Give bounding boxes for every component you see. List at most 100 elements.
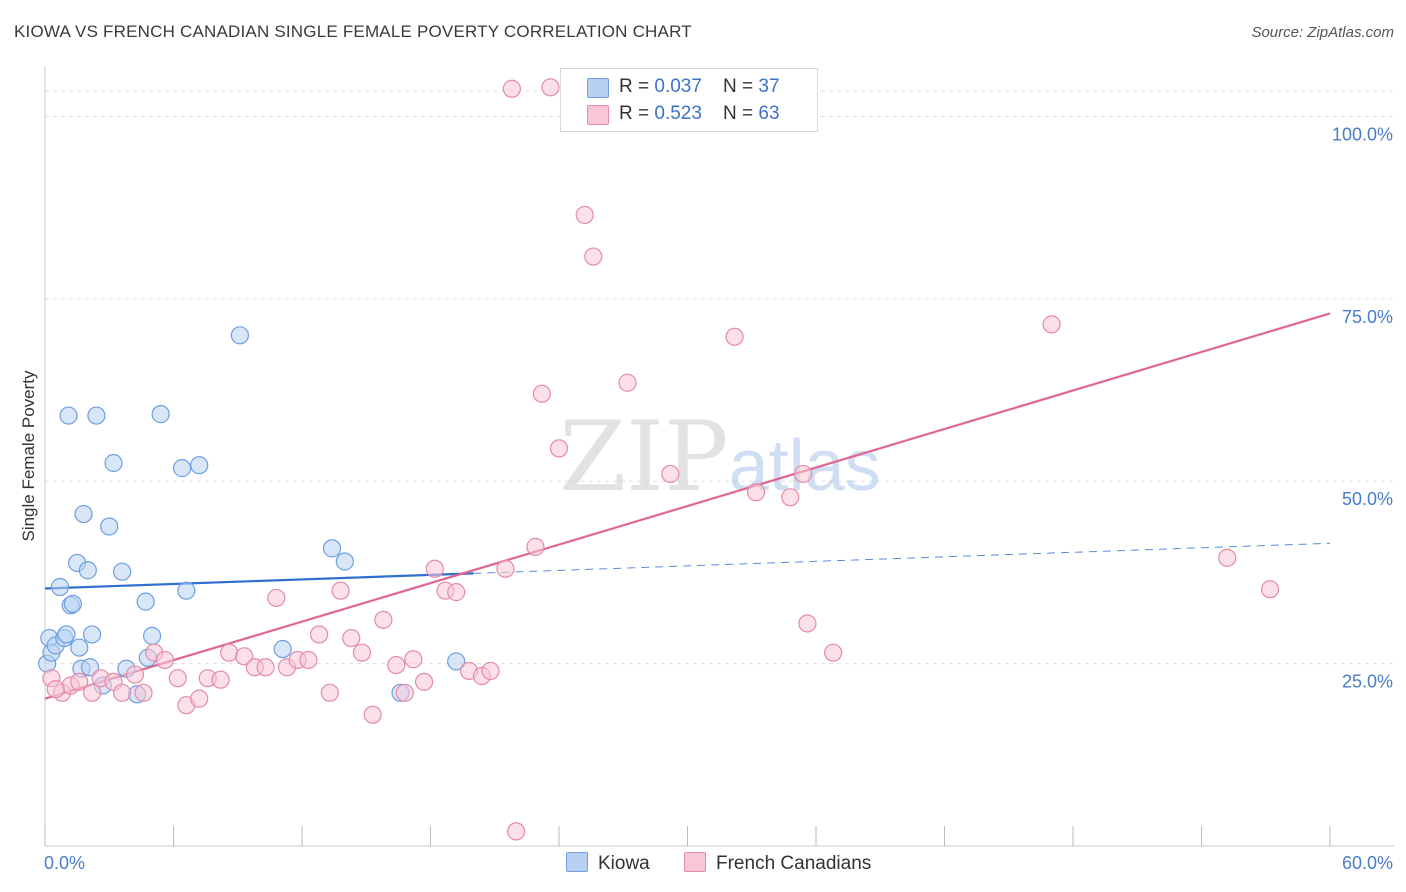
bottom-french-label: French Canadians xyxy=(716,853,872,874)
kiowa-point xyxy=(447,652,466,671)
french-point xyxy=(220,643,239,662)
french-point xyxy=(496,559,515,578)
bottom-french-swatch xyxy=(684,852,706,872)
french-point xyxy=(824,643,843,662)
y-tick-label: 50.0% xyxy=(1342,489,1393,509)
french-point xyxy=(425,559,444,578)
french-n-value: 63 xyxy=(758,103,780,124)
french-n-label: N = xyxy=(723,103,759,124)
french-point xyxy=(447,583,466,602)
french-point xyxy=(310,625,329,644)
kiowa-point xyxy=(151,405,170,424)
french-point xyxy=(70,672,89,691)
kiowa-point xyxy=(50,577,70,597)
bottom-legend-french: French Canadians xyxy=(684,852,871,875)
french-point xyxy=(1260,580,1280,599)
french-point xyxy=(661,464,680,484)
kiowa-point xyxy=(74,504,93,524)
french-swatch xyxy=(587,105,609,125)
kiowa-trend-line xyxy=(44,572,474,590)
french-point xyxy=(112,683,132,702)
french-point xyxy=(549,439,569,458)
french-point xyxy=(541,78,560,97)
kiowa-point xyxy=(190,456,209,475)
kiowa-point xyxy=(230,326,249,345)
correlation-legend: R = 0.037 N = 37 R = 0.523 N = 63 xyxy=(560,68,818,132)
grid-lines xyxy=(45,90,1394,665)
kiowa-point xyxy=(322,539,342,558)
french-point xyxy=(46,680,65,699)
french-points xyxy=(42,78,1280,841)
kiowa-point xyxy=(136,592,155,611)
french-point xyxy=(374,610,393,629)
y-tick-label: 25.0% xyxy=(1342,672,1393,692)
kiowa-point xyxy=(80,658,100,677)
kiowa-r-value: 0.037 xyxy=(654,76,702,97)
french-point xyxy=(746,483,766,502)
bottom-legend-kiowa: Kiowa xyxy=(566,852,650,875)
kiowa-point xyxy=(87,406,106,425)
french-point xyxy=(798,614,817,633)
kiowa-swatch xyxy=(587,78,609,98)
french-trend-line xyxy=(44,312,1331,700)
x-tick-label-max: 60.0% xyxy=(1342,853,1393,873)
french-point xyxy=(363,705,382,724)
kiowa-point xyxy=(59,406,78,425)
french-point xyxy=(794,464,813,484)
kiowa-point xyxy=(100,517,119,536)
french-point xyxy=(155,650,175,670)
kiowa-trend-extension xyxy=(473,542,1331,574)
french-point xyxy=(481,661,500,681)
kiowa-point xyxy=(273,639,292,659)
french-point xyxy=(725,327,744,346)
french-point xyxy=(526,537,545,556)
kiowa-point xyxy=(177,581,196,600)
trend-lines xyxy=(44,312,1331,700)
chart-title: KIOWA VS FRENCH CANADIAN SINGLE FEMALE P… xyxy=(14,22,692,41)
french-point xyxy=(190,689,209,708)
french-point xyxy=(532,384,551,403)
french-point xyxy=(299,650,318,670)
kiowa-points xyxy=(38,326,466,704)
french-point xyxy=(331,581,350,600)
kiowa-point xyxy=(70,638,89,657)
french-point xyxy=(134,683,153,702)
bottom-kiowa-label: Kiowa xyxy=(598,853,650,874)
french-r-value: 0.523 xyxy=(654,103,702,124)
french-point xyxy=(352,643,372,662)
french-r-label: R = xyxy=(619,103,655,124)
kiowa-r-label: R = xyxy=(619,76,655,97)
x-tick-label-min: 0.0% xyxy=(44,853,85,873)
french-point xyxy=(1218,548,1237,567)
kiowa-point xyxy=(142,626,162,645)
kiowa-n-label: N = xyxy=(723,76,759,97)
french-point xyxy=(584,247,603,266)
french-point xyxy=(618,373,637,392)
french-point xyxy=(502,79,521,98)
kiowa-point xyxy=(57,625,76,644)
kiowa-point xyxy=(78,561,97,580)
french-point xyxy=(256,658,275,677)
french-point xyxy=(507,822,526,841)
tick-labels: 25.0% 50.0% 75.0% 100.0% 0.0% 60.0% xyxy=(44,124,1393,873)
french-point xyxy=(404,650,423,669)
kiowa-point xyxy=(112,562,132,581)
y-axis-label: Single Female Poverty xyxy=(19,370,38,542)
kiowa-point xyxy=(172,459,192,478)
kiowa-point xyxy=(335,552,354,571)
source-label: Source: ZipAtlas.com xyxy=(1251,24,1394,41)
kiowa-point xyxy=(83,625,102,644)
french-point xyxy=(414,672,434,691)
french-point xyxy=(320,683,339,702)
french-point xyxy=(781,488,800,507)
french-point xyxy=(83,683,102,702)
french-point xyxy=(267,588,286,608)
french-point xyxy=(125,665,145,684)
french-point xyxy=(235,647,254,666)
french-point xyxy=(211,670,230,689)
french-point xyxy=(387,655,406,675)
kiowa-n-value: 37 xyxy=(758,76,780,97)
french-point xyxy=(168,669,187,688)
french-point xyxy=(575,205,594,225)
